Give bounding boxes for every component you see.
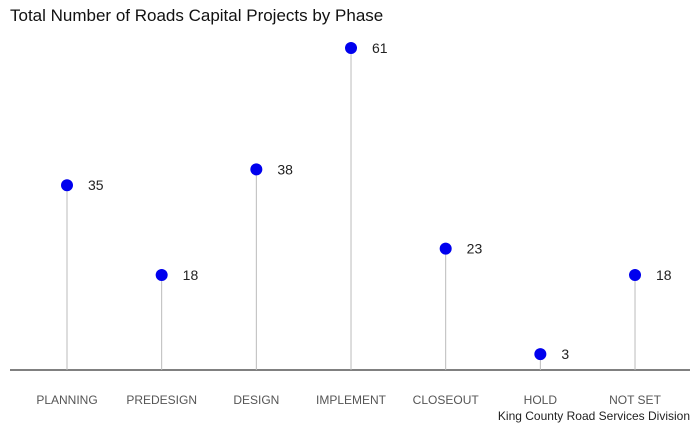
x-tick-label-implement: IMPLEMENT: [316, 393, 387, 407]
x-tick-label-closeout: CLOSEOUT: [413, 393, 480, 407]
point-implement: [345, 42, 358, 54]
chart-caption: King County Road Services Division: [497, 409, 690, 423]
point-design: [250, 163, 263, 176]
x-tick-label-predesign: PREDESIGN: [126, 393, 197, 407]
x-tick-label-planning: PLANNING: [36, 393, 97, 407]
chart-marks: 35 PLANNING 18 PREDESIGN 38 DESIGN 61 IMPLEMENT…: [36, 40, 671, 407]
point-planning: [61, 179, 73, 192]
x-tick-label-design: DESIGN: [233, 393, 279, 407]
data-label-closeout: 23: [467, 241, 483, 257]
data-label-hold: 3: [561, 346, 569, 362]
chart-title: Total Number of Roads Capital Projects b…: [10, 6, 384, 25]
data-label-not-set: 18: [656, 267, 672, 283]
data-label-design: 38: [277, 161, 293, 177]
x-tick-label-not-set: NOT SET: [609, 393, 661, 407]
data-label-implement: 61: [372, 40, 388, 56]
data-label-predesign: 18: [183, 267, 199, 283]
point-not-set: [629, 268, 642, 281]
point-hold: [534, 348, 547, 361]
point-predesign: [155, 268, 168, 281]
x-tick-label-hold: HOLD: [524, 393, 558, 407]
point-closeout: [439, 242, 452, 255]
data-label-planning: 35: [88, 177, 104, 193]
